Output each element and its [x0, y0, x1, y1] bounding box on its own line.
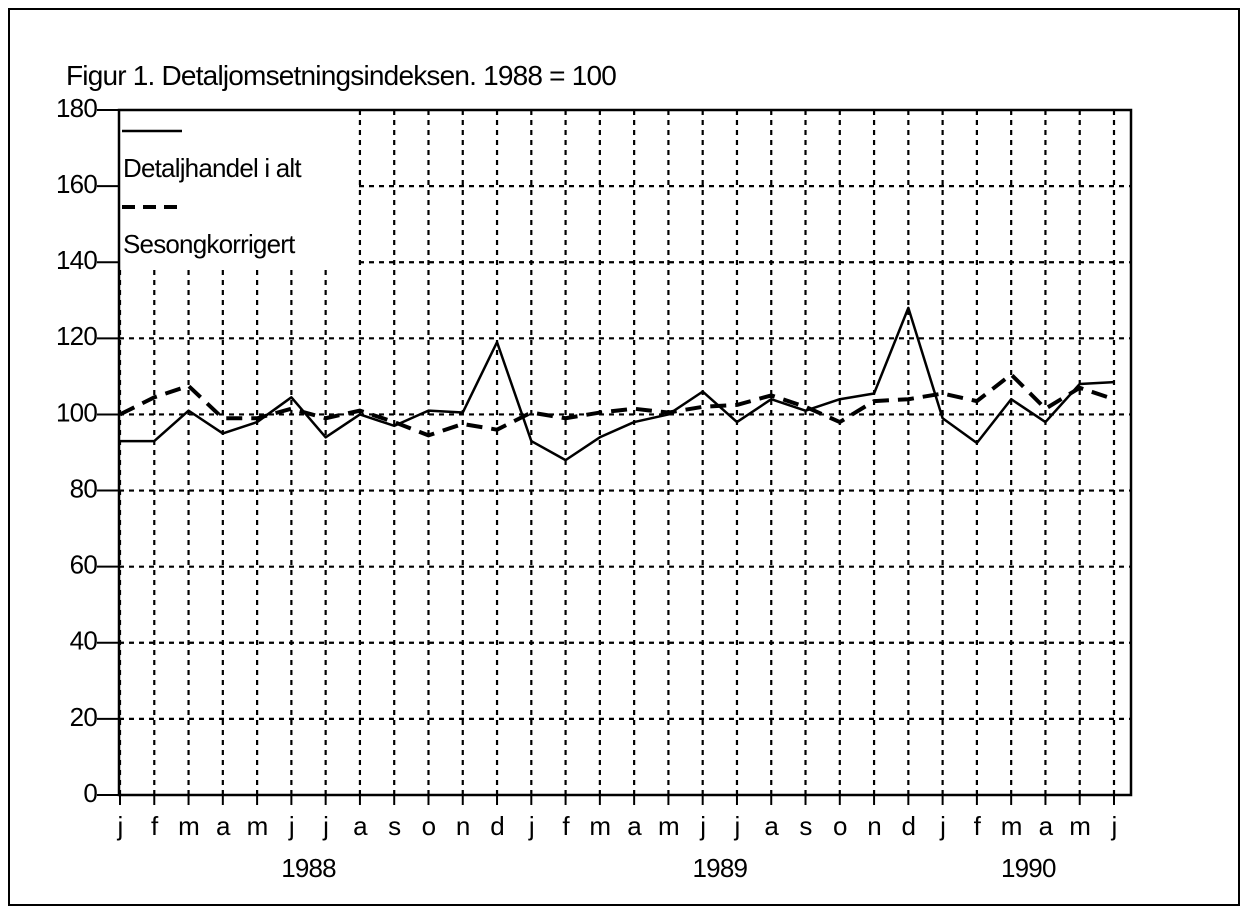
x-tick-label: a: [353, 811, 368, 841]
x-tick-label: m: [178, 811, 199, 841]
x-tick-label: j: [699, 811, 705, 841]
x-tick-label: m: [1069, 811, 1090, 841]
x-tick-label: f: [562, 811, 570, 841]
y-tick-label: 40: [70, 626, 98, 656]
year-label: 1989: [693, 853, 748, 883]
x-tick-label: a: [1039, 811, 1054, 841]
x-tick-label: j: [528, 811, 534, 841]
x-tick-label: d: [490, 811, 504, 841]
y-tick-label: 180: [56, 93, 97, 123]
y-tick-label: 0: [83, 778, 97, 808]
x-tick-label: j: [288, 811, 294, 841]
chart-title: Figur 1. Detaljomsetningsindeksen. 1988 …: [66, 60, 616, 91]
series-line: [119, 372, 1115, 438]
x-tick-label: m: [247, 811, 268, 841]
x-tick-label: j: [117, 811, 123, 841]
x-tick-label: s: [799, 811, 812, 841]
x-tick-label: n: [867, 811, 881, 841]
y-tick-label: 100: [56, 397, 97, 427]
y-tick-label: 20: [70, 702, 98, 732]
x-tick-label: m: [589, 811, 610, 841]
x-tick-label: o: [833, 811, 847, 841]
legend-box: [120, 111, 356, 265]
year-label: 1988: [281, 853, 336, 883]
x-tick-label: d: [902, 811, 916, 841]
x-tick-label: j: [733, 811, 739, 841]
x-tick-label: j: [1111, 811, 1117, 841]
legend-label: Detaljhandel i alt: [123, 153, 302, 183]
x-tick-label: f: [151, 811, 159, 841]
year-label: 1990: [1001, 853, 1056, 883]
x-tick-label: o: [422, 811, 436, 841]
outer-frame: [8, 8, 1240, 906]
x-tick-label: n: [456, 811, 470, 841]
x-tick-label: j: [322, 811, 328, 841]
x-tick-label: m: [658, 811, 679, 841]
x-tick-label: a: [627, 811, 642, 841]
plot-frame: [117, 108, 1133, 797]
series-line: [120, 306, 1115, 462]
y-tick-label: 120: [56, 321, 97, 351]
y-tick-label: 140: [56, 245, 97, 275]
x-tick-label: a: [216, 811, 231, 841]
y-tick-label: 60: [70, 550, 98, 580]
legend-label: Sesongkorrigert: [123, 229, 296, 259]
x-tick-label: f: [974, 811, 982, 841]
y-tick-label: 80: [70, 473, 98, 503]
x-tick-label: a: [764, 811, 779, 841]
x-tick-label: s: [388, 811, 401, 841]
x-tick-label: m: [1001, 811, 1022, 841]
y-tick-label: 160: [56, 169, 97, 199]
x-tick-label: j: [939, 811, 945, 841]
